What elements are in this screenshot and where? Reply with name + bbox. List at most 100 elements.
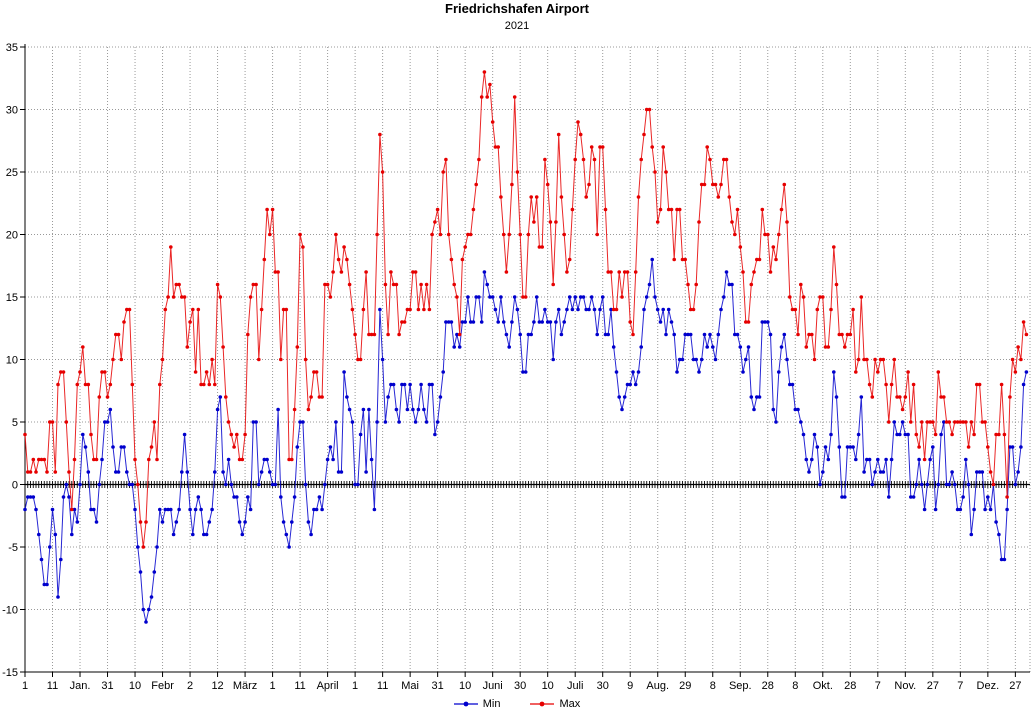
- max-data-point: [512, 95, 517, 99]
- min-data-point: [111, 445, 115, 449]
- max-data-point: [268, 232, 272, 237]
- max-data-point: [677, 207, 682, 212]
- min-data-point: [499, 295, 503, 299]
- min-data-point: [537, 320, 542, 324]
- max-data-point: [719, 182, 723, 187]
- y-tick-label: -10: [2, 605, 18, 617]
- x-tick-label: Juni: [483, 680, 503, 692]
- min-data-point: [939, 432, 943, 437]
- y-tick-label: 0: [12, 480, 18, 492]
- min-data-point: [215, 407, 220, 412]
- min-data-point: [138, 570, 143, 574]
- min-data-point: [752, 407, 756, 412]
- min-data-point: [691, 357, 696, 362]
- max-data-point: [281, 307, 286, 312]
- max-data-point: [444, 157, 448, 162]
- max-data-point: [683, 257, 687, 262]
- max-data-point: [540, 245, 544, 249]
- max-data-point: [504, 270, 509, 274]
- min-data-point: [851, 445, 855, 449]
- max-data-point: [466, 232, 470, 237]
- max-data-point: [796, 332, 800, 337]
- min-data-point: [361, 407, 366, 412]
- min-data-point: [848, 445, 853, 449]
- max-data-point: [1024, 332, 1029, 337]
- min-data-point: [155, 545, 159, 549]
- min-data-point: [243, 520, 247, 524]
- min-data-point: [367, 407, 371, 412]
- x-tick-label: Dez.: [977, 680, 1000, 692]
- max-data-point: [367, 332, 371, 337]
- max-data-point: [229, 432, 234, 437]
- max-data-point: [713, 182, 718, 187]
- max-data-point: [843, 345, 847, 349]
- max-data-point: [510, 182, 514, 187]
- min-data-point: [152, 570, 157, 574]
- min-data-point: [295, 445, 300, 449]
- max-data-point: [325, 282, 330, 287]
- y-tick-label: 30: [6, 105, 18, 117]
- max-data-point: [276, 270, 280, 274]
- min-data-point: [97, 482, 102, 487]
- max-data-point: [807, 332, 811, 337]
- max-data-point: [199, 382, 203, 387]
- x-tick-label: 10: [129, 680, 141, 692]
- max-data-point: [284, 307, 289, 312]
- min-data-point: [147, 607, 151, 612]
- max-data-point: [892, 357, 897, 362]
- min-data-point: [45, 582, 49, 587]
- min-data-point: [774, 420, 778, 424]
- min-data-point: [768, 332, 773, 337]
- min-data-point: [821, 470, 825, 474]
- max-data-point: [83, 382, 88, 387]
- min-data-point: [543, 307, 547, 312]
- max-data-point: [53, 470, 58, 474]
- max-data-point: [411, 270, 415, 274]
- min-data-point: [276, 407, 280, 412]
- max-data-point: [331, 270, 335, 274]
- max-data-point: [664, 170, 668, 174]
- max-data-point: [262, 257, 267, 262]
- min-data-point: [108, 407, 113, 412]
- max-data-point: [419, 282, 423, 287]
- x-tick-label: 31: [101, 680, 113, 692]
- max-data-point: [691, 307, 696, 312]
- max-data-point: [460, 257, 465, 262]
- min-data-point: [204, 532, 209, 537]
- y-tick-label: 20: [6, 230, 18, 242]
- min-data-point: [116, 470, 121, 474]
- min-data-point: [534, 295, 539, 299]
- max-data-point: [400, 320, 404, 324]
- min-data-point: [639, 345, 643, 349]
- min-data-point: [955, 507, 960, 512]
- max-data-point: [936, 370, 941, 374]
- max-data-point: [964, 420, 968, 424]
- max-data-point: [903, 395, 908, 399]
- min-data-point: [741, 370, 745, 374]
- max-data-point: [364, 270, 368, 274]
- max-data-point: [416, 307, 421, 312]
- min-data-point: [677, 357, 682, 362]
- max-data-point: [226, 420, 231, 424]
- max-data-point: [551, 282, 555, 287]
- x-tick-label: Jan.: [70, 680, 91, 692]
- min-data-point: [386, 395, 390, 399]
- min-data-point: [694, 357, 698, 362]
- min-data-point: [922, 507, 927, 512]
- x-tick-label: 11: [47, 680, 58, 692]
- min-data-point: [796, 407, 800, 412]
- min-data-point: [182, 432, 187, 437]
- min-data-point: [669, 320, 674, 324]
- max-data-point: [482, 70, 487, 74]
- x-tick-label: 11: [294, 680, 305, 692]
- min-data-point: [650, 257, 654, 262]
- min-data-point: [237, 520, 242, 524]
- max-data-point: [353, 332, 357, 337]
- min-data-point: [364, 470, 368, 474]
- max-data-point: [449, 257, 454, 262]
- max-data-point: [138, 520, 143, 524]
- max-data-point: [914, 432, 919, 437]
- max-data-point: [350, 307, 355, 312]
- y-tick-label: 5: [12, 417, 18, 429]
- max-data-point: [317, 395, 322, 399]
